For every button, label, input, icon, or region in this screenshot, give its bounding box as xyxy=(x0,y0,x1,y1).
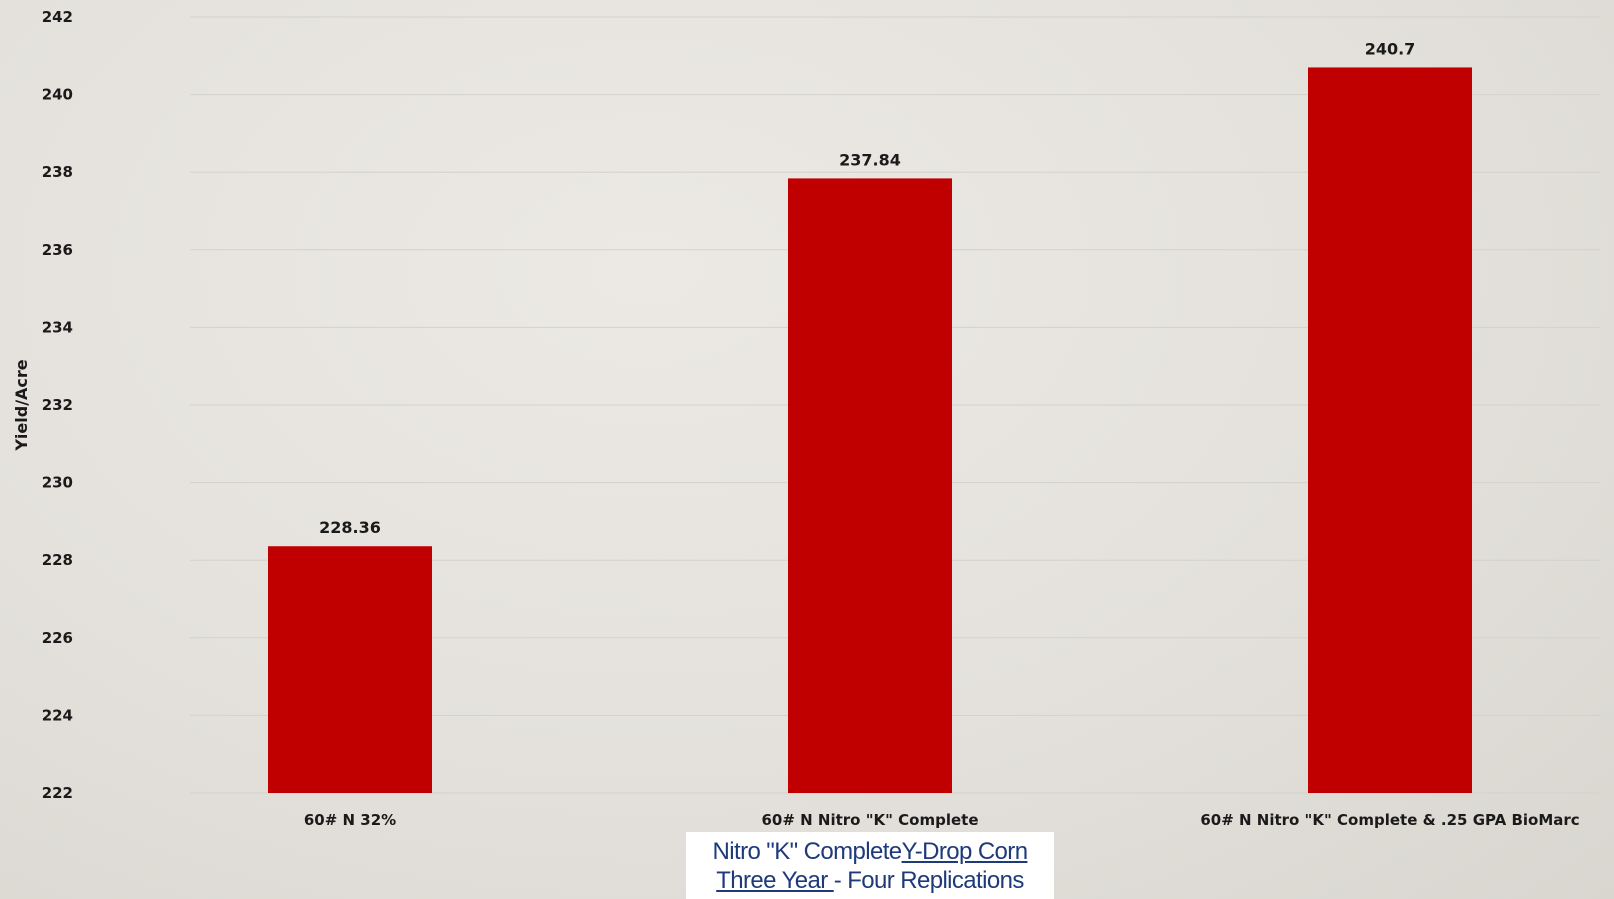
data-label: 228.36 xyxy=(319,518,381,537)
caption-line2-link[interactable]: Three Year xyxy=(716,867,834,894)
data-label: 237.84 xyxy=(839,150,901,169)
bar xyxy=(268,546,432,793)
y-tick-label: 242 xyxy=(42,8,73,26)
category-label: 60# N 32% xyxy=(304,811,396,829)
x-axis-categories: 60# N 32% 60# N Nitro "K" Complete 60# N N… xyxy=(304,811,1580,829)
caption-line-1: Nitro "K" CompleteY-Drop Corn xyxy=(686,837,1054,866)
category-label: 60# N Nitro "K" Complete xyxy=(761,811,978,829)
y-tick-label: 222 xyxy=(42,784,73,802)
category-label: 60# N Nitro "K" Complete & .25 GPA BioMa… xyxy=(1200,811,1579,829)
caption-line2-text: - Four Replications xyxy=(833,867,1025,894)
data-labels: 228.36 237.84 240.7 xyxy=(319,39,1415,537)
bars xyxy=(268,67,1472,793)
chart-caption: Nitro "K" CompleteY-Drop Corn Three Year… xyxy=(686,832,1054,899)
caption-line-2: Three Year - Four Replications xyxy=(686,866,1054,895)
caption-line1-text: Nitro "K" Complete xyxy=(712,838,903,865)
y-tick-label: 240 xyxy=(42,86,73,104)
y-tick-label: 224 xyxy=(42,706,73,724)
data-label: 240.7 xyxy=(1365,39,1416,58)
y-tick-label: 228 xyxy=(42,551,73,569)
y-axis-ticks: 222 224 226 228 230 232 234 236 238 240 242 xyxy=(42,8,73,802)
y-axis-title: Yield/Acre xyxy=(12,359,31,451)
y-tick-label: 226 xyxy=(42,629,73,647)
y-tick-label: 238 xyxy=(42,163,73,181)
bar xyxy=(1308,67,1472,793)
caption-line1-link[interactable]: Y-Drop Corn xyxy=(901,838,1029,865)
bar xyxy=(788,178,952,793)
y-tick-label: 230 xyxy=(42,474,73,492)
y-tick-label: 236 xyxy=(42,241,73,259)
y-tick-label: 232 xyxy=(42,396,73,414)
y-tick-label: 234 xyxy=(42,318,73,336)
